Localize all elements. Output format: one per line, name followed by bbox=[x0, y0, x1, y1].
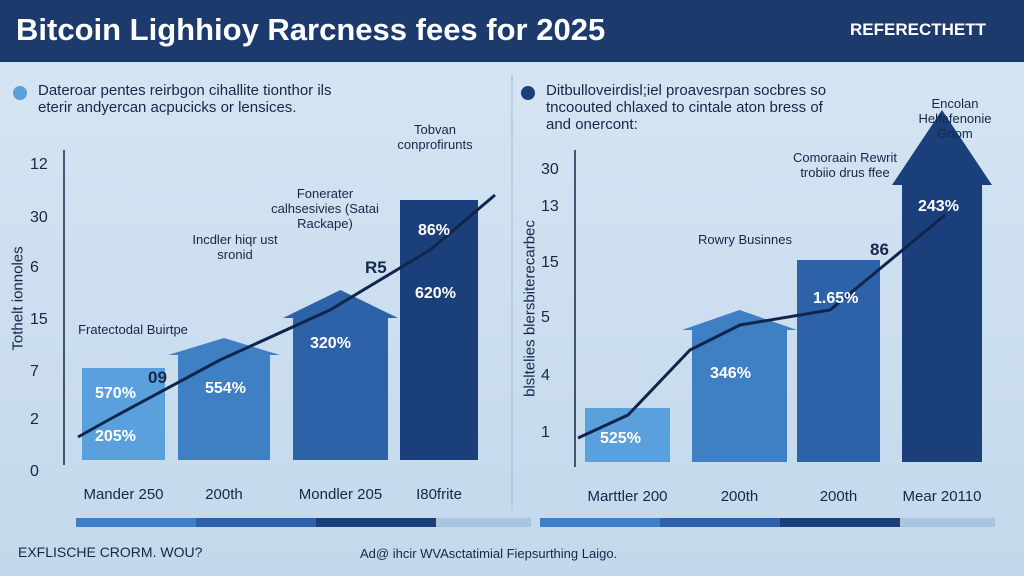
y-tick-label: 30 bbox=[541, 161, 559, 178]
legend-text: Ditbulloveirdisl;iel proavesrpan socbres… bbox=[546, 82, 827, 133]
y-tick-label: 1 bbox=[541, 424, 550, 441]
legend-dot bbox=[13, 86, 27, 100]
bar-label: 570% bbox=[95, 385, 136, 402]
bar-label: 1.65% bbox=[813, 290, 859, 307]
trend-line bbox=[77, 193, 496, 439]
bar-label: 554% bbox=[205, 380, 246, 397]
annotation: Fonerater calhsesivies (Satai Rackape) bbox=[271, 186, 379, 231]
progress-track bbox=[900, 518, 995, 527]
logo: REFERECTHETT bbox=[850, 20, 986, 39]
y-tick-label: 15 bbox=[30, 311, 48, 328]
title: Bitcoin Lighhioy Rarcness fees for 2025 bbox=[16, 12, 606, 47]
line-label: 86 bbox=[870, 240, 889, 259]
y-tick-label: 5 bbox=[541, 309, 550, 326]
progress-segment bbox=[196, 518, 316, 527]
annotation: Encolan Helfafenonie Griom bbox=[918, 96, 992, 141]
bar-label: 205% bbox=[95, 428, 136, 445]
trend-line bbox=[577, 213, 946, 440]
bar bbox=[902, 185, 982, 462]
y-axis-label: Tothelt ionnoles bbox=[9, 246, 27, 351]
x-tick-label: Marttler 200 bbox=[587, 488, 668, 505]
bar-roof bbox=[168, 338, 280, 355]
line-label: 09 bbox=[148, 368, 167, 387]
x-tick-label: Mondler 205 bbox=[298, 486, 383, 503]
bar-label: 243% bbox=[918, 198, 959, 215]
x-tick-label: Mander 250 bbox=[83, 486, 164, 503]
progress-track bbox=[436, 518, 531, 527]
progress-segment bbox=[76, 518, 196, 527]
bar-label: 620% bbox=[415, 285, 456, 302]
y-tick-label: 7 bbox=[30, 363, 39, 380]
bar bbox=[293, 318, 388, 460]
progress-segment bbox=[660, 518, 780, 527]
y-axis-label: blsltelies blersbiterecarbec bbox=[521, 220, 539, 397]
footer-center: Ad@ ihcir WVAsctatimial Fiepsurthing Lai… bbox=[360, 546, 618, 561]
bar bbox=[692, 330, 787, 462]
bar-label: 346% bbox=[710, 365, 751, 382]
y-tick-label: 4 bbox=[541, 367, 550, 384]
annotation: Rowry Businnes bbox=[698, 232, 792, 247]
progress-segment bbox=[316, 518, 436, 527]
annotation: Fratectodal Buirtpe bbox=[78, 322, 188, 337]
y-tick-label: 12 bbox=[30, 156, 48, 173]
y-tick-label: 30 bbox=[30, 209, 48, 226]
footer-left: EXFLISCHE CRORM. WOU? bbox=[18, 544, 203, 560]
annotation: Incdler hiqr ust sronid bbox=[192, 232, 278, 262]
bar bbox=[82, 368, 165, 460]
legend-dot bbox=[521, 86, 535, 100]
bar-roof bbox=[892, 110, 992, 185]
bar bbox=[178, 355, 270, 460]
annotation: Comoraain Rewrit trobiio drus ffee bbox=[792, 150, 898, 180]
x-tick-label: 200th bbox=[720, 488, 759, 505]
progress-segment bbox=[540, 518, 660, 527]
y-tick-label: 0 bbox=[30, 463, 39, 480]
bar bbox=[797, 260, 880, 462]
y-tick-label: 2 bbox=[30, 411, 39, 428]
bar-label: 320% bbox=[310, 335, 351, 352]
line-label: R5 bbox=[365, 258, 387, 277]
bar bbox=[585, 408, 670, 462]
bar-label: 86% bbox=[418, 222, 451, 239]
bar-label: 525% bbox=[600, 430, 641, 447]
progress-segment bbox=[780, 518, 900, 527]
header-bar bbox=[0, 0, 1024, 62]
y-tick-label: 15 bbox=[541, 254, 559, 271]
bar-roof bbox=[682, 310, 797, 330]
y-tick-label: 13 bbox=[541, 198, 559, 215]
y-tick-label: 6 bbox=[30, 259, 39, 276]
x-tick-label: 200th bbox=[819, 488, 858, 505]
x-tick-label: 200th bbox=[205, 486, 243, 503]
legend-text: Dateroar pentes reirbgon cihallite tiont… bbox=[38, 82, 332, 116]
x-tick-label: Mear 20110 bbox=[902, 488, 982, 505]
x-tick-label: I80frite bbox=[416, 486, 462, 503]
annotation: Tobvan conprofirunts bbox=[397, 122, 473, 152]
